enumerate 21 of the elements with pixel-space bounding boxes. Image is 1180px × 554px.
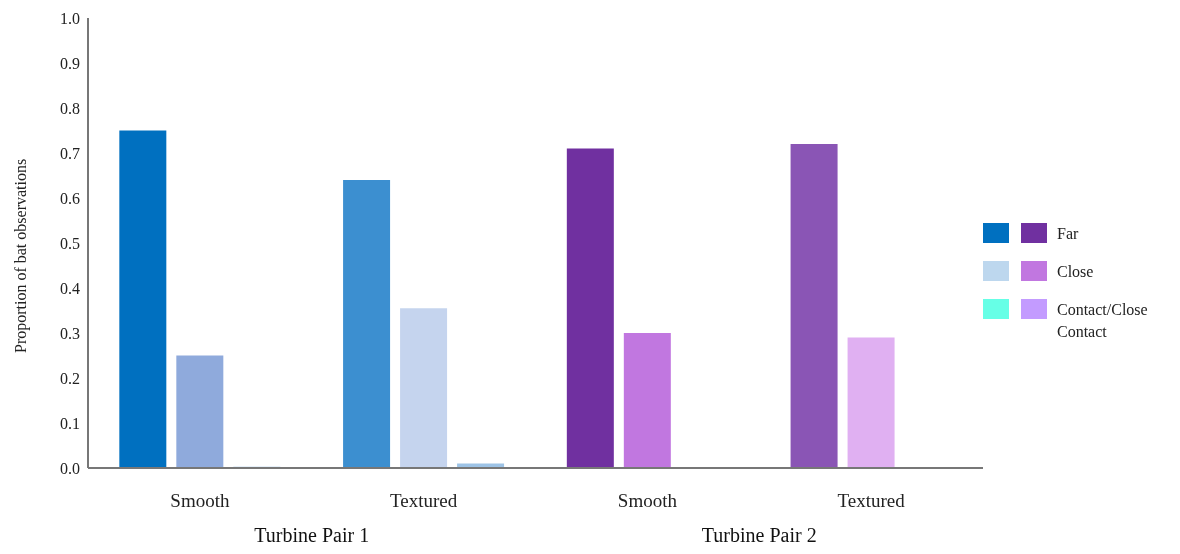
y-tick-label: 0.6	[60, 189, 80, 207]
legend-label: Close	[1057, 262, 1095, 282]
y-tick-label: 0.4	[60, 279, 80, 297]
text: Contact/Close Contact	[1057, 300, 1149, 342]
y-tick-label: 0.8	[60, 99, 80, 117]
text: Turbine Pair 2	[700, 524, 818, 547]
x-tick-label: Smooth	[170, 490, 230, 512]
x-tick-label: Textured	[389, 490, 458, 512]
y-tick-label: 0.5	[60, 234, 80, 252]
y-axis-title: Proportion of bat observations	[11, 158, 30, 353]
text: Turbine Pair 1	[253, 524, 371, 547]
x-tick-label: Textured	[837, 490, 906, 512]
y-tick-label: 0.3	[60, 324, 80, 342]
y-tick-label: 1.0	[60, 9, 80, 27]
y-tick-label: 0.1	[60, 414, 80, 432]
y-tick-label: 0.0	[60, 459, 80, 477]
y-tick-label: 0.7	[60, 144, 80, 162]
legend-label: Far	[1057, 224, 1080, 244]
x-tick-label: Smooth	[617, 490, 678, 512]
y-tick-label: 0.2	[60, 369, 80, 387]
y-tick-label: 0.9	[60, 54, 80, 72]
